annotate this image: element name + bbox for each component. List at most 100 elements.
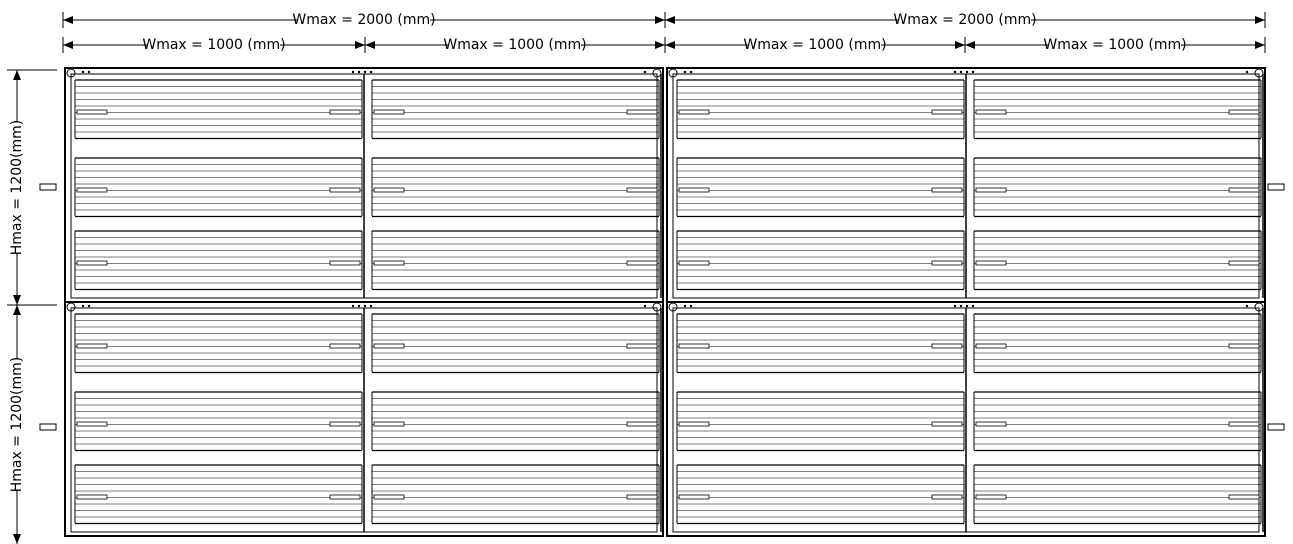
connector — [76, 260, 108, 266]
corner-bolt — [1254, 302, 1264, 312]
connector — [626, 187, 658, 193]
connector — [1228, 187, 1260, 193]
connector — [76, 343, 108, 349]
connector — [678, 343, 710, 349]
arrow-head — [665, 16, 675, 24]
connector — [678, 187, 710, 193]
rivet — [971, 304, 975, 308]
rivet — [689, 304, 693, 308]
connector — [329, 421, 361, 427]
rivet — [1245, 304, 1249, 308]
arrow-head — [13, 70, 21, 80]
arrow-head — [13, 295, 21, 305]
dimension-label: Wmax = 1000 (mm) — [142, 37, 285, 53]
connector — [931, 421, 963, 427]
label-bg — [449, 36, 581, 54]
connector — [931, 494, 963, 500]
rivet — [953, 304, 957, 308]
rivet — [81, 70, 85, 74]
rivet — [959, 304, 963, 308]
rivet — [363, 70, 367, 74]
rivet — [81, 304, 85, 308]
connector — [975, 187, 1007, 193]
connector — [329, 343, 361, 349]
label-bg — [148, 36, 280, 54]
side-pin — [39, 183, 57, 191]
connector — [678, 494, 710, 500]
arrow-head — [965, 41, 975, 49]
connector — [373, 494, 405, 500]
connector — [975, 260, 1007, 266]
rivet — [643, 304, 647, 308]
corner-bolt — [66, 302, 76, 312]
connector — [931, 343, 963, 349]
rivet — [953, 70, 957, 74]
rivet — [87, 304, 91, 308]
label-bg — [749, 36, 881, 54]
rivet — [369, 304, 373, 308]
corner-bolt — [66, 68, 76, 78]
connector — [329, 187, 361, 193]
connector — [931, 109, 963, 115]
connector — [1228, 260, 1260, 266]
arrow-head — [655, 41, 665, 49]
dimension-label: Wmax = 1000 (mm) — [1043, 37, 1186, 53]
arrow-head — [63, 16, 73, 24]
connector — [76, 187, 108, 193]
connector — [975, 109, 1007, 115]
rivet — [643, 70, 647, 74]
side-pin — [39, 423, 57, 431]
connector — [678, 260, 710, 266]
arrow-head — [365, 41, 375, 49]
connector — [373, 187, 405, 193]
arrow-head — [13, 305, 21, 315]
connector — [626, 421, 658, 427]
arrow-head — [13, 534, 21, 544]
dimension-label: Wmax = 1000 (mm) — [443, 37, 586, 53]
label-bg — [899, 11, 1031, 29]
connector — [329, 260, 361, 266]
cabinet-frame — [64, 301, 664, 537]
arrow-head — [665, 41, 675, 49]
arrow-head — [1255, 41, 1265, 49]
connector — [373, 260, 405, 266]
connector — [626, 494, 658, 500]
rivet — [683, 70, 687, 74]
rivet — [369, 70, 373, 74]
side-pin — [1267, 423, 1285, 431]
corner-bolt — [1254, 68, 1264, 78]
connector — [626, 343, 658, 349]
connector — [1228, 343, 1260, 349]
rivet — [357, 70, 361, 74]
connector — [329, 109, 361, 115]
rivet — [683, 304, 687, 308]
arrow-head — [355, 41, 365, 49]
dimension-label: Hmax = 1200(mm) — [9, 120, 25, 256]
dimension-label: Wmax = 2000 (mm) — [292, 12, 435, 28]
connector — [329, 494, 361, 500]
rivet — [965, 304, 969, 308]
connector — [975, 343, 1007, 349]
connector — [931, 260, 963, 266]
rivet — [351, 304, 355, 308]
side-pin — [1267, 183, 1285, 191]
label-bg — [8, 122, 26, 253]
rivet — [1245, 70, 1249, 74]
rivet — [87, 70, 91, 74]
connector — [373, 343, 405, 349]
arrow-head — [1255, 16, 1265, 24]
connector — [678, 421, 710, 427]
corner-bolt — [652, 68, 662, 78]
rivet — [351, 70, 355, 74]
connector — [76, 421, 108, 427]
connector — [931, 187, 963, 193]
label-bg — [8, 359, 26, 490]
corner-bolt — [668, 302, 678, 312]
connector — [626, 260, 658, 266]
rivet — [363, 304, 367, 308]
dimension-label: Wmax = 1000 (mm) — [743, 37, 886, 53]
rivet — [357, 304, 361, 308]
connector — [975, 421, 1007, 427]
rivet — [965, 70, 969, 74]
